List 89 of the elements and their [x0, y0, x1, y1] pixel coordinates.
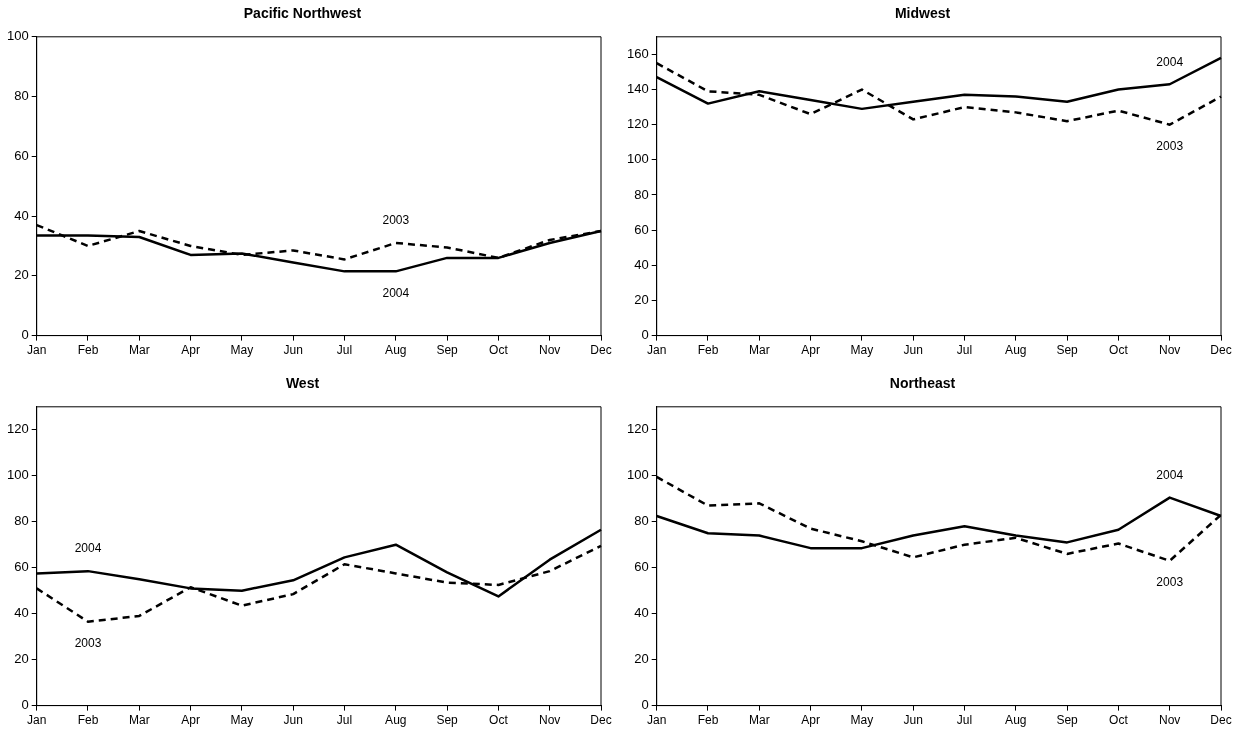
y-tick-label: 20	[634, 292, 649, 308]
series-label: 2003	[1156, 138, 1184, 153]
x-tick-label: May	[230, 343, 254, 358]
x-tick-label: Jun	[283, 343, 303, 358]
x-tick-label: Feb	[697, 343, 719, 358]
x-tick-label: Feb	[77, 343, 99, 358]
y-tick-label: 20	[14, 651, 29, 667]
x-tick-label: Nov	[539, 343, 561, 358]
y-tick-label: 40	[634, 256, 649, 272]
x-tick-label: Jul	[336, 343, 353, 358]
x-tick-label: Mar	[748, 713, 770, 728]
x-tick-label: May	[230, 713, 254, 728]
x-tick-label: Dec	[590, 713, 612, 728]
x-tick-label: Jan	[647, 343, 667, 358]
x-tick-label: Aug	[1005, 343, 1027, 358]
x-tick-label: Apr	[801, 343, 820, 358]
x-tick-label: Jan	[27, 713, 47, 728]
y-tick-label: 80	[634, 513, 649, 529]
y-tick-label: 100	[6, 467, 29, 483]
x-tick-label: Jun	[283, 713, 303, 728]
x-tick-label: Mar	[128, 713, 150, 728]
x-tick-label: Apr	[181, 343, 200, 358]
x-tick-label: Mar	[128, 343, 150, 358]
x-tick-label: Jun	[903, 713, 923, 728]
y-tick-label: 20	[14, 267, 29, 283]
series-label: 2004	[1156, 54, 1184, 69]
y-tick-label: 60	[14, 147, 29, 163]
x-tick-label: Jul	[336, 713, 353, 728]
x-tick-label: Oct	[1109, 343, 1129, 358]
y-tick-label: 100	[626, 151, 649, 167]
x-tick-label: Dec	[1210, 343, 1232, 358]
y-tick-label: 0	[21, 697, 29, 713]
chart-title: Midwest	[894, 5, 951, 22]
y-tick-label: 80	[634, 186, 649, 202]
y-tick-label: 80	[14, 513, 29, 529]
x-tick-label: Jul	[956, 343, 973, 358]
series-label: 2004	[382, 285, 410, 300]
y-tick-label: 40	[14, 207, 29, 223]
y-tick-label: 60	[634, 559, 649, 575]
x-tick-label: Feb	[697, 713, 719, 728]
y-tick-label: 60	[14, 559, 29, 575]
x-tick-label: Nov	[1159, 713, 1181, 728]
x-tick-label: May	[850, 713, 874, 728]
series-label: 2003	[1156, 575, 1184, 590]
x-tick-label: Sep	[1056, 713, 1079, 728]
x-tick-label: Jan	[647, 713, 667, 728]
y-tick-label: 160	[626, 45, 649, 61]
y-tick-label: 100	[626, 467, 649, 483]
x-tick-label: Sep	[1056, 343, 1079, 358]
x-tick-label: Nov	[1159, 343, 1181, 358]
series-label: 2004	[1156, 467, 1184, 482]
x-tick-label: Aug	[385, 713, 407, 728]
y-tick-label: 0	[641, 327, 649, 343]
x-tick-label: Aug	[1005, 713, 1027, 728]
chart-title: Pacific Northwest	[243, 5, 362, 22]
x-tick-label: Feb	[77, 713, 99, 728]
chart-title: West	[285, 375, 320, 392]
y-tick-label: 60	[634, 221, 649, 237]
x-tick-label: Oct	[1109, 713, 1129, 728]
x-tick-label: Dec	[590, 343, 612, 358]
y-tick-label: 120	[6, 421, 29, 437]
series-label: 2003	[382, 213, 410, 228]
x-tick-label: Apr	[181, 713, 200, 728]
x-tick-label: Sep	[436, 343, 459, 358]
series-label: 2004	[74, 541, 102, 556]
y-tick-label: 80	[14, 88, 29, 104]
x-tick-label: Oct	[489, 713, 509, 728]
x-tick-label: Mar	[748, 343, 770, 358]
y-tick-label: 20	[634, 651, 649, 667]
x-tick-label: Jul	[956, 713, 973, 728]
chart-title: Northeast	[889, 375, 956, 392]
y-tick-label: 140	[626, 81, 649, 97]
x-tick-label: Jan	[27, 343, 47, 358]
x-tick-label: Nov	[539, 713, 561, 728]
x-tick-label: Dec	[1210, 713, 1232, 728]
series-label: 2003	[74, 636, 102, 651]
y-tick-label: 120	[626, 116, 649, 132]
x-tick-label: Jun	[903, 343, 923, 358]
x-tick-label: Oct	[489, 343, 509, 358]
y-tick-label: 120	[626, 421, 649, 437]
y-tick-label: 40	[634, 605, 649, 621]
x-tick-label: May	[850, 343, 874, 358]
y-tick-label: 40	[14, 605, 29, 621]
x-tick-label: Apr	[801, 713, 820, 728]
y-tick-label: 0	[21, 327, 29, 343]
x-tick-label: Aug	[385, 343, 407, 358]
y-tick-label: 0	[641, 697, 649, 713]
y-tick-label: 100	[6, 28, 29, 44]
x-tick-label: Sep	[436, 713, 459, 728]
